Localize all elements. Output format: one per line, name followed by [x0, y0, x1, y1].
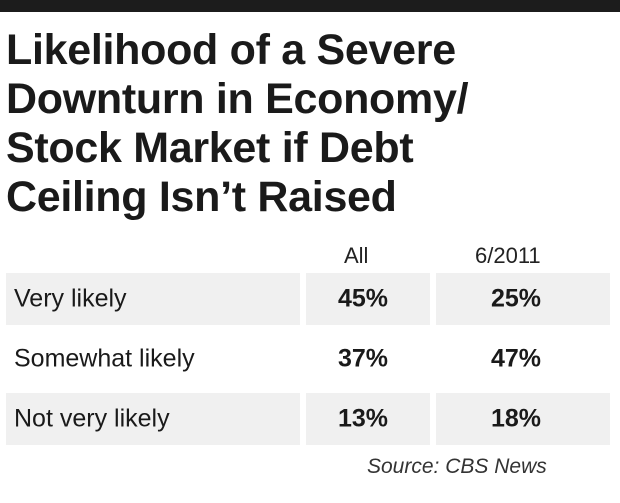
table-row-not-very-likely: Not very likely 13% 18%	[0, 393, 620, 445]
value-all: 13%	[338, 404, 389, 433]
value-cell-all: 45%	[306, 273, 430, 325]
row-label-cell: Very likely	[6, 273, 300, 325]
chart-title: Likelihood of a Severe Downturn in Econo…	[6, 26, 606, 222]
column-header-all: All	[344, 243, 369, 268]
column-header-6-2011: 6/2011	[475, 243, 541, 268]
top-bar	[0, 0, 620, 12]
source-note: Source: CBS News	[367, 455, 547, 478]
row-label-cell: Not very likely	[6, 393, 300, 445]
row-label: Very likely	[14, 284, 127, 313]
value-6-2011: 18%	[491, 404, 542, 433]
value-cell-6-2011: 18%	[436, 393, 610, 445]
value-cell-6-2011: 47%	[436, 333, 610, 385]
value-all: 45%	[338, 284, 389, 313]
value-cell-6-2011: 25%	[436, 273, 610, 325]
title-line-1: Likelihood of a Severe	[6, 26, 456, 74]
value-all: 37%	[338, 344, 389, 373]
title-line-3: Stock Market if Debt	[6, 124, 414, 172]
table-row-somewhat-likely: Somewhat likely 37% 47%	[0, 333, 620, 385]
title-line-4: Ceiling Isn’t Raised	[6, 173, 397, 221]
table-row-very-likely: Very likely 45% 25%	[0, 273, 620, 325]
row-label: Somewhat likely	[14, 344, 195, 373]
row-label-cell: Somewhat likely	[6, 333, 300, 385]
row-label: Not very likely	[14, 404, 170, 433]
title-line-2: Downturn in Economy/	[6, 75, 469, 123]
value-cell-all: 13%	[306, 393, 430, 445]
value-6-2011: 47%	[491, 344, 542, 373]
value-6-2011: 25%	[491, 284, 542, 313]
value-cell-all: 37%	[306, 333, 430, 385]
